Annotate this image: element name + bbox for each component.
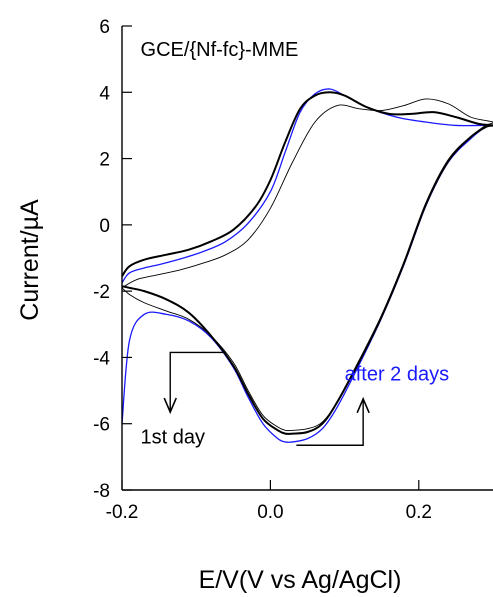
y-tick-label: -8: [93, 481, 110, 502]
axis-ticks: -8 -6 -4 -2 0 2 4 6 -0.2 0.0 0.2: [93, 17, 432, 523]
cv-curve-3: [121, 91, 493, 435]
arrow-down-line: [169, 351, 226, 413]
arrow-up-line: [296, 398, 364, 446]
y-tick-label: -2: [93, 282, 110, 303]
annotation-label: GCE/{Nf-fc}-MME: [141, 39, 299, 61]
x-tick-label: -0.2: [106, 502, 139, 523]
x-tick-label: 0.2: [406, 502, 432, 523]
arrow-down: [163, 351, 226, 415]
y-tick-label: -6: [93, 415, 110, 436]
y-tick-label: -4: [93, 348, 110, 369]
arrow-up: [296, 396, 370, 446]
x-axis-label: E/V(V vs Ag/AgCl): [199, 566, 402, 594]
x-tick-label: 0.0: [257, 502, 283, 523]
plot-frame: [121, 26, 493, 491]
y-tick-label: 4: [99, 83, 110, 104]
y-tick-label: 6: [99, 17, 110, 38]
arrow-down-head: [163, 397, 177, 415]
annotation-after-2-days: after 2 days: [345, 364, 450, 386]
arrow-up-head: [356, 396, 370, 414]
annotation-first-day: 1st day: [141, 427, 205, 449]
cv-curves: [121, 88, 493, 444]
y-tick-label: 2: [99, 150, 110, 171]
y-axis-label: Current/µA: [16, 199, 44, 321]
annotations: GCE/{Nf-fc}-MME after 2 days 1st day: [141, 39, 450, 449]
annotation-arrows: [163, 351, 370, 446]
y-tick-label: 0: [99, 216, 110, 237]
cv-curve-1: [121, 88, 493, 444]
